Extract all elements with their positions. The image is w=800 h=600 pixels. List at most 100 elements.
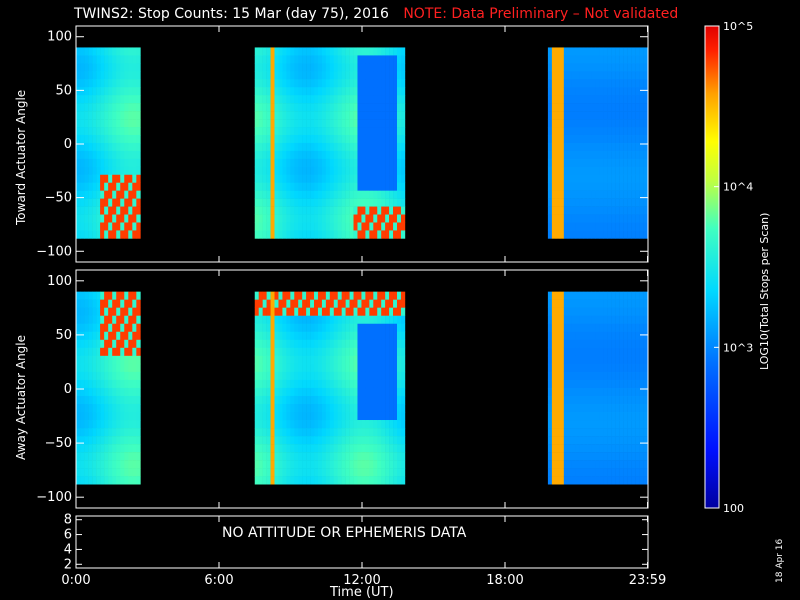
heatmap-cell xyxy=(286,307,291,316)
heatmap-cell xyxy=(555,403,561,413)
heatmap-cell xyxy=(92,436,97,445)
heatmap-cell xyxy=(314,166,319,176)
heatmap-cell xyxy=(353,403,358,413)
heatmap-cell xyxy=(583,395,589,405)
heatmap-cell xyxy=(567,428,573,437)
heatmap-cell xyxy=(551,476,557,485)
heatmap-cell xyxy=(599,411,604,421)
heatmap-cell xyxy=(266,55,271,64)
heatmap-cell xyxy=(611,339,616,349)
heatmap-cell xyxy=(551,150,557,160)
heatmap-cell xyxy=(349,371,354,381)
heatmap-cell xyxy=(282,55,287,64)
heatmap-cell xyxy=(290,428,295,437)
heatmap-cell xyxy=(306,127,311,136)
heatmap-cell xyxy=(623,379,628,389)
heatmap-cell xyxy=(357,142,362,152)
heatmap-cell xyxy=(583,127,589,136)
heatmap-cell xyxy=(369,379,374,389)
heatmap-cell xyxy=(92,142,97,152)
heatmap-cell xyxy=(643,331,648,341)
heatmap-cell xyxy=(587,428,593,437)
heatmap-cell xyxy=(567,103,573,112)
heatmap-cell xyxy=(100,355,105,365)
heatmap-cell xyxy=(321,47,327,56)
heatmap-cell xyxy=(571,142,577,152)
heatmap-cell xyxy=(270,182,275,191)
heatmap-cell xyxy=(349,206,354,215)
heatmap-cell xyxy=(84,111,89,120)
heatmap-cell xyxy=(116,182,121,191)
heatmap-cell xyxy=(623,371,628,381)
heatmap-cell xyxy=(559,103,565,112)
heatmap-cell xyxy=(270,307,275,316)
heatmap-cell xyxy=(290,103,295,112)
heatmap-cell xyxy=(611,142,616,152)
heatmap-cell xyxy=(266,87,271,96)
heatmap-cell xyxy=(96,331,101,341)
heatmap-cell xyxy=(337,79,342,88)
heatmap-cell xyxy=(607,363,612,373)
heatmap-cell xyxy=(369,166,374,176)
heatmap-cell xyxy=(361,214,366,223)
heatmap-cell xyxy=(302,323,307,333)
heatmap-cell xyxy=(132,127,137,136)
heatmap-cell xyxy=(377,468,382,477)
heatmap-cell xyxy=(321,119,327,128)
heatmap-cell xyxy=(631,79,636,88)
heatmap-cell xyxy=(631,323,636,333)
heatmap-cell xyxy=(365,119,370,128)
heatmap-cell xyxy=(270,339,275,349)
heatmap-cell xyxy=(341,150,346,160)
heatmap-cell xyxy=(282,323,287,333)
heatmap-cell xyxy=(132,222,137,231)
heatmap-cell xyxy=(345,363,350,373)
heatmap-cell xyxy=(373,142,378,152)
heatmap-cell xyxy=(631,420,636,429)
heatmap-cell xyxy=(547,182,553,191)
heatmap-cell xyxy=(611,436,616,445)
heatmap-cell xyxy=(607,55,612,64)
heatmap-cell xyxy=(116,387,121,397)
heatmap-cell xyxy=(337,315,342,325)
heatmap-cell xyxy=(619,87,624,96)
heatmap-cell xyxy=(92,95,97,104)
heatmap-cell xyxy=(325,55,331,64)
heatmap-cell xyxy=(128,323,133,333)
heatmap-cell xyxy=(345,444,350,453)
heatmap-cell xyxy=(583,79,589,88)
heatmap-cell xyxy=(369,444,374,453)
heatmap-cell xyxy=(120,142,125,152)
heatmap-cell xyxy=(591,363,597,373)
heatmap-cell xyxy=(88,331,93,341)
heatmap-cell xyxy=(321,299,327,308)
heatmap-cell xyxy=(76,331,81,341)
heatmap-cell xyxy=(643,71,648,80)
heatmap-cell xyxy=(571,299,577,308)
heatmap-cell xyxy=(254,452,259,461)
heatmap-cell xyxy=(607,371,612,381)
heatmap-cell xyxy=(108,119,113,128)
heatmap-cell xyxy=(80,111,85,120)
heatmap-cell xyxy=(615,182,620,191)
heatmap-cell xyxy=(603,436,608,445)
heatmap-cell xyxy=(357,150,362,160)
heatmap-cell xyxy=(551,214,557,223)
heatmap-cell xyxy=(631,95,636,104)
heatmap-cell xyxy=(627,55,632,64)
heatmap-cell xyxy=(381,331,386,341)
heatmap-cell xyxy=(258,95,263,104)
heatmap-cell xyxy=(80,339,85,349)
heatmap-cell xyxy=(627,411,632,421)
heatmap-cell xyxy=(282,158,287,168)
heatmap-cell xyxy=(365,95,370,104)
heatmap-cell xyxy=(567,55,573,64)
heatmap-cell xyxy=(631,71,636,80)
y-tick-label: 50 xyxy=(55,83,72,98)
heatmap-cell xyxy=(112,347,117,357)
heatmap-cell xyxy=(615,119,620,128)
heatmap-cell xyxy=(400,150,406,160)
heatmap-cell xyxy=(615,460,620,469)
heatmap-cell xyxy=(595,452,600,461)
heatmap-cell xyxy=(619,134,624,144)
